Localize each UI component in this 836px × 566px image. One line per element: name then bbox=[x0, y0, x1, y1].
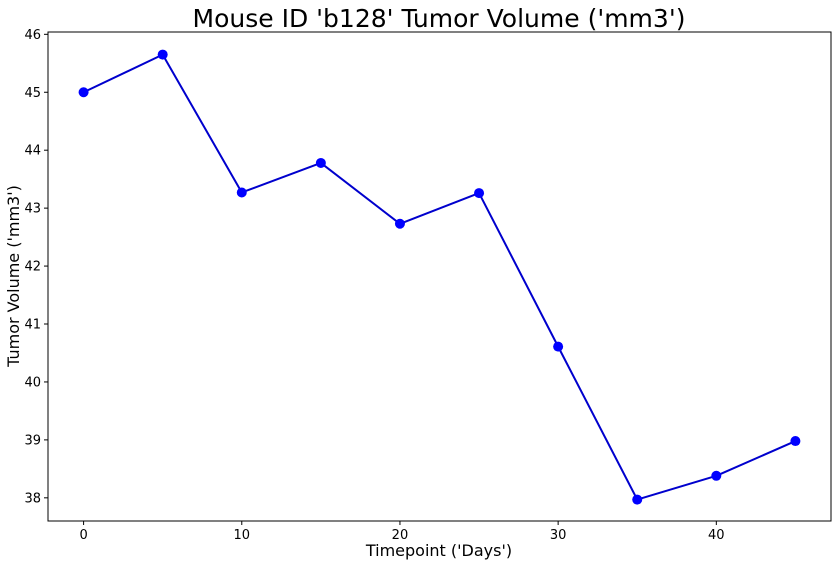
y-tick-label: 46 bbox=[24, 28, 41, 43]
plot-frame bbox=[47, 31, 832, 522]
y-tick-label: 42 bbox=[24, 260, 41, 275]
y-tick-label: 43 bbox=[24, 202, 41, 217]
plot-area: 0 10 20 30 40 38 39 40 41 42 43 44 45 46 bbox=[24, 28, 832, 543]
data-point bbox=[78, 87, 89, 98]
y-tick-label: 38 bbox=[24, 491, 41, 506]
y-tick-label: 44 bbox=[24, 144, 41, 159]
y-tick-label: 45 bbox=[24, 86, 41, 101]
data-point bbox=[553, 341, 564, 352]
x-axis-label: Timepoint ('Days') bbox=[365, 541, 512, 560]
data-point bbox=[394, 218, 405, 229]
x-tick-label: 30 bbox=[550, 528, 567, 543]
y-tick-label: 41 bbox=[24, 318, 41, 333]
x-tick-label: 10 bbox=[233, 528, 250, 543]
data-point bbox=[711, 470, 722, 481]
chart-title: Mouse ID 'b128' Tumor Volume ('mm3') bbox=[193, 4, 686, 33]
series-line bbox=[83, 53, 796, 501]
data-point bbox=[474, 188, 485, 199]
y-tick-label: 39 bbox=[24, 433, 41, 448]
x-tick-label: 0 bbox=[79, 528, 87, 543]
x-tick-label: 40 bbox=[708, 528, 725, 543]
data-point bbox=[632, 494, 643, 505]
y-axis-label: Tumor Volume ('mm3') bbox=[4, 185, 23, 368]
x-tick-label: 20 bbox=[392, 528, 409, 543]
data-point bbox=[315, 157, 326, 168]
data-point bbox=[157, 49, 168, 60]
y-tick-label: 40 bbox=[24, 375, 41, 390]
data-point bbox=[790, 436, 801, 447]
data-point bbox=[236, 187, 247, 198]
